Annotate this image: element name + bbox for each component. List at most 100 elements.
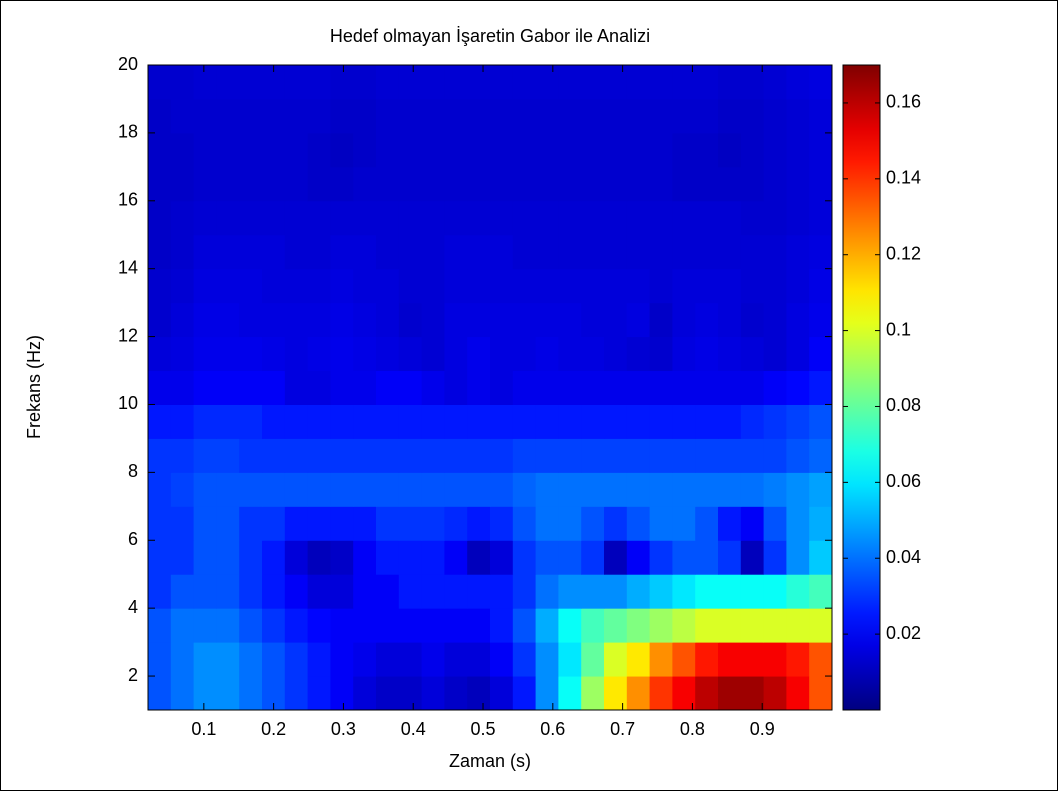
heat-cell: [262, 404, 286, 439]
heat-cell: [490, 65, 514, 100]
heat-cell: [672, 234, 696, 270]
heat-cell: [398, 540, 423, 575]
heat-cell: [398, 65, 423, 100]
heat-cell: [239, 438, 263, 473]
heat-cell: [353, 574, 377, 609]
heat-cell: [148, 404, 172, 439]
heat-cell: [626, 268, 651, 304]
heat-cell: [672, 166, 696, 202]
heat-cell: [512, 472, 537, 507]
heat-cell: [376, 676, 400, 711]
heat-cell: [649, 336, 673, 372]
heat-cell: [284, 166, 309, 202]
heat-cell: [239, 574, 263, 609]
heat-cell: [330, 132, 354, 168]
heat-cell: [444, 404, 468, 439]
heat-cell: [284, 98, 309, 134]
heat-cell: [148, 132, 172, 168]
heat-cell: [695, 200, 719, 236]
heat-cell: [535, 302, 559, 338]
heat-cell: [535, 166, 559, 202]
heat-cell: [398, 506, 423, 541]
heat-cell: [695, 65, 719, 100]
heat-cell: [604, 132, 628, 168]
heat-cell: [581, 268, 605, 304]
heat-cell: [193, 370, 217, 405]
heat-cell: [330, 438, 354, 473]
heat-cell: [490, 642, 514, 677]
heat-cell: [604, 370, 628, 405]
heat-cell: [512, 506, 537, 541]
heat-cell: [512, 268, 537, 304]
heat-cell: [535, 336, 559, 372]
heat-cell: [467, 234, 491, 270]
heat-cell: [535, 574, 559, 609]
heat-cell: [490, 676, 514, 711]
heat-cell: [216, 200, 240, 236]
heat-cell: [216, 370, 240, 405]
heat-cell: [695, 166, 719, 202]
heat-cell: [262, 574, 286, 609]
heat-cell: [786, 574, 810, 609]
heat-cell: [718, 506, 742, 541]
heat-cell: [581, 98, 605, 134]
heat-cell: [148, 676, 172, 711]
heat-cell: [581, 574, 605, 609]
heat-cell: [512, 200, 537, 236]
heat-cell: [695, 268, 719, 304]
heat-cell: [581, 540, 605, 575]
heat-cell: [740, 98, 765, 134]
heat-cell: [376, 234, 400, 270]
heat-cell: [421, 438, 445, 473]
heat-cell: [626, 404, 651, 439]
heat-cell: [216, 166, 240, 202]
heat-cell: [558, 472, 582, 507]
heat-cell: [763, 132, 787, 168]
heat-cell: [444, 98, 468, 134]
heat-cell: [626, 65, 651, 100]
heat-cell: [330, 336, 354, 372]
heat-cell: [262, 642, 286, 677]
heat-cell: [398, 574, 423, 609]
heat-cell: [170, 574, 195, 609]
heat-cell: [695, 438, 719, 473]
heat-cell: [604, 642, 628, 677]
heat-cell: [148, 370, 172, 405]
x-tick-label: 0.6: [540, 719, 565, 739]
heat-cell: [284, 302, 309, 338]
heat-cell: [376, 200, 400, 236]
heat-cell: [626, 574, 651, 609]
heat-cell: [786, 472, 810, 507]
heat-cell: [649, 404, 673, 439]
heat-cell: [398, 642, 423, 677]
heat-cell: [353, 132, 377, 168]
heat-cell: [649, 676, 673, 711]
heat-cell: [740, 472, 765, 507]
heat-cell: [398, 302, 423, 338]
heat-cell: [376, 438, 400, 473]
heat-cell: [376, 98, 400, 134]
heat-cell: [604, 438, 628, 473]
heat-cell: [148, 98, 172, 134]
heat-cell: [193, 574, 217, 609]
heat-cell: [216, 676, 240, 711]
heat-cell: [809, 302, 833, 338]
heat-cell: [216, 404, 240, 439]
heat-cell: [353, 65, 377, 100]
heat-cell: [740, 166, 765, 202]
heat-cell: [330, 506, 354, 541]
heat-cell: [695, 98, 719, 134]
heat-cell: [421, 676, 445, 711]
heat-cell: [307, 438, 331, 473]
heat-cell: [695, 608, 719, 643]
heat-cell: [490, 608, 514, 643]
heat-cell: [626, 642, 651, 677]
heat-cell: [695, 370, 719, 405]
heat-cell: [490, 166, 514, 202]
heat-cell: [558, 642, 582, 677]
heat-cell: [672, 404, 696, 439]
y-tick-label: 2: [128, 665, 138, 685]
heat-cell: [626, 166, 651, 202]
heat-cell: [558, 370, 582, 405]
